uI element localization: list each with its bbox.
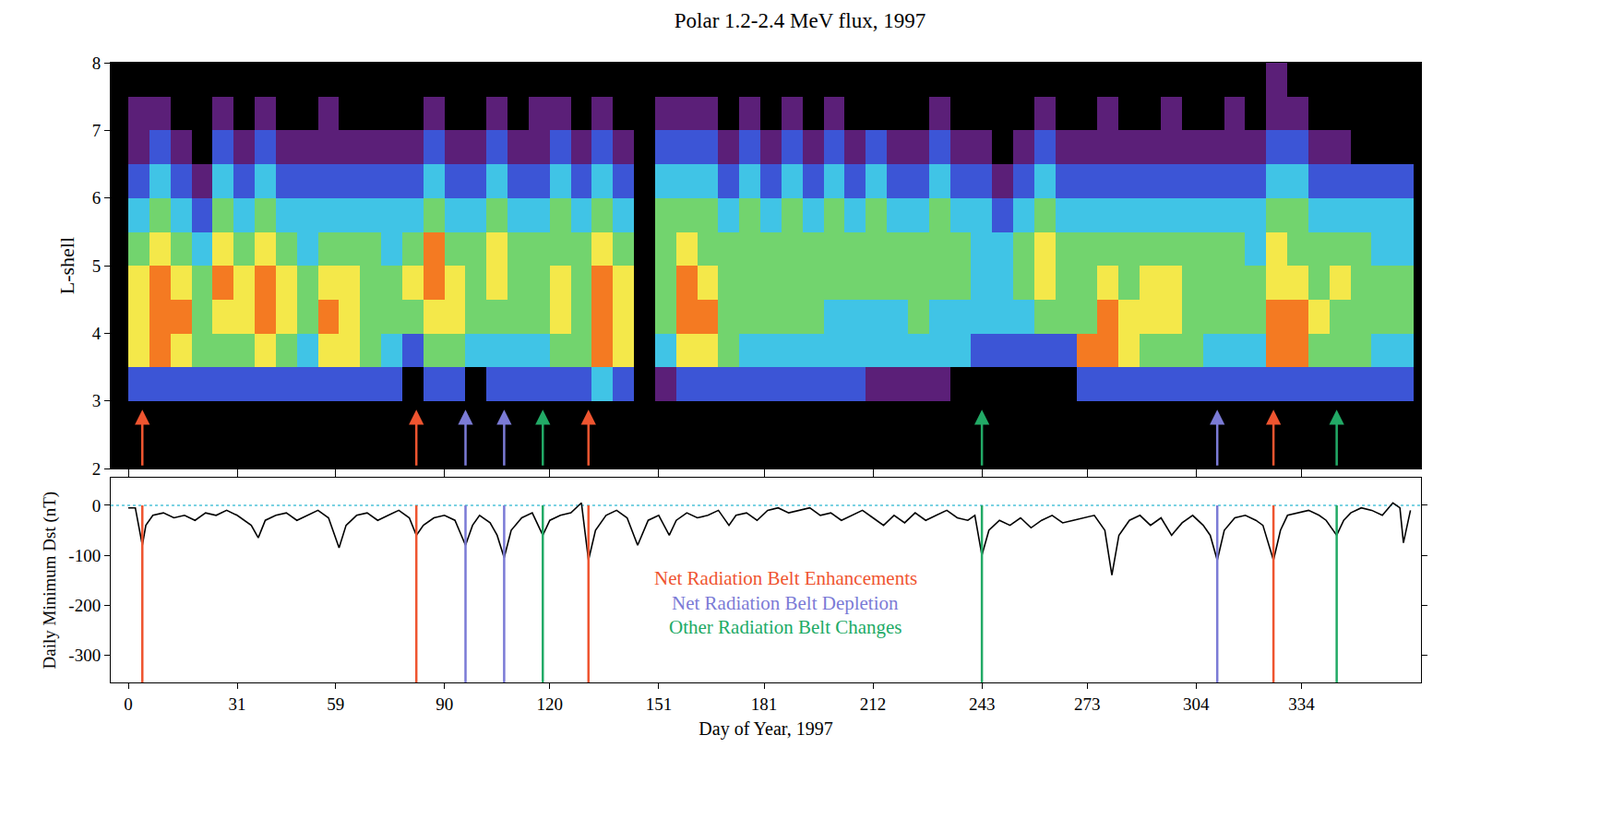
svg-text:Daily Minimum Dst (nT): Daily Minimum Dst (nT) <box>39 491 60 670</box>
svg-text:6: 6 <box>92 188 102 208</box>
svg-text:151: 151 <box>645 694 673 715</box>
svg-text:Polar 1.2-2.4 MeV flux, 1997: Polar 1.2-2.4 MeV flux, 1997 <box>674 9 926 33</box>
svg-text:59: 59 <box>326 694 345 715</box>
svg-text:334: 334 <box>1288 694 1315 715</box>
svg-text:7: 7 <box>92 120 102 141</box>
svg-text:-100: -100 <box>68 546 101 566</box>
svg-text:273: 273 <box>1074 694 1101 715</box>
svg-text:304: 304 <box>1182 694 1210 715</box>
svg-text:212: 212 <box>859 694 887 715</box>
svg-text:3: 3 <box>92 391 102 411</box>
svg-text:90: 90 <box>435 694 454 715</box>
svg-text:243: 243 <box>968 694 996 715</box>
svg-text:-300: -300 <box>68 645 101 666</box>
svg-text:31: 31 <box>228 694 247 715</box>
svg-text:-200: -200 <box>68 596 101 616</box>
svg-text:4: 4 <box>92 323 102 344</box>
svg-text:2: 2 <box>92 459 102 479</box>
svg-text:5: 5 <box>92 256 102 276</box>
svg-text:L-shell: L-shell <box>56 237 80 295</box>
svg-text:Net Radiation Belt Enhancement: Net Radiation Belt Enhancements <box>654 567 918 590</box>
svg-text:0: 0 <box>123 694 133 715</box>
svg-text:181: 181 <box>751 694 778 715</box>
svg-text:8: 8 <box>92 53 102 73</box>
svg-text:Day of Year, 1997: Day of Year, 1997 <box>698 718 833 741</box>
svg-text:Other Radiation Belt Changes: Other Radiation Belt Changes <box>668 616 903 639</box>
svg-text:0: 0 <box>92 496 102 516</box>
svg-text:Net Radiation Belt Depletion: Net Radiation Belt Depletion <box>671 592 899 615</box>
svg-text:120: 120 <box>537 694 564 715</box>
